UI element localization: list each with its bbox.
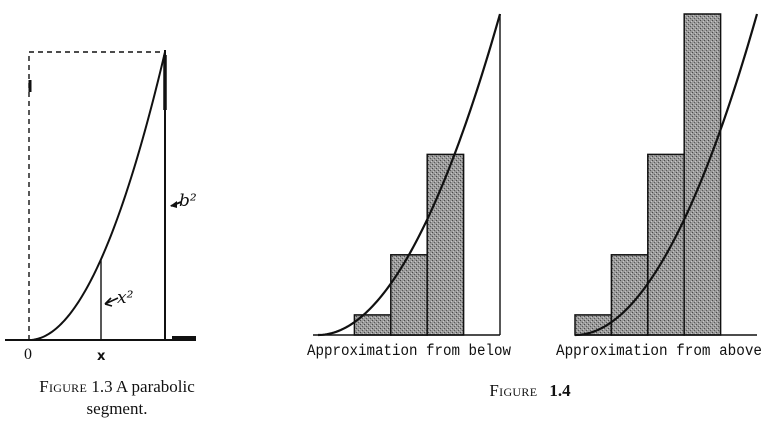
below-rectangle-3 (390, 254, 428, 336)
figure-1-4-caption-number: 1.4 (549, 381, 571, 400)
below-rectangle-4 (426, 153, 465, 336)
below-rectangles (353, 153, 465, 336)
figure-1-4-caption: Figure 1.4 (430, 380, 630, 402)
figure-1-3-caption-label: Figure (39, 377, 88, 396)
figure-1-4-caption-label: Figure (489, 381, 538, 400)
x2-arrow (104, 297, 119, 307)
above-rectangle-4 (683, 13, 722, 336)
approximation-below-panel: Approximation from below (307, 13, 512, 360)
figure-1-3-caption: Figure 1.3 A parabolic segment. (22, 376, 212, 420)
right-base-mark (172, 336, 196, 340)
below-parabola-curve (317, 13, 502, 337)
parabola-curve (28, 51, 166, 341)
b2-label: b² (179, 191, 197, 211)
above-rectangle-2 (610, 254, 649, 336)
figure-1-3-caption-text: 1.3 A parabolic segment. (86, 377, 195, 418)
above-parabola-curve (574, 13, 759, 337)
figure-1-3-parabolic-segment: x² b² 0 x (5, 50, 197, 364)
origin-label: 0 (24, 346, 32, 363)
above-label: Approximation from above (556, 342, 762, 360)
approximation-above-panel: Approximation from above (556, 13, 762, 360)
x2-label: x² (117, 288, 134, 308)
above-rectangle-3 (647, 153, 685, 336)
below-label: Approximation from below (307, 342, 512, 360)
dashed-bounding-box (28, 51, 165, 340)
x-axis-label: x (97, 349, 106, 364)
b2-arrowhead (170, 201, 177, 208)
above-rectangles (574, 13, 722, 336)
